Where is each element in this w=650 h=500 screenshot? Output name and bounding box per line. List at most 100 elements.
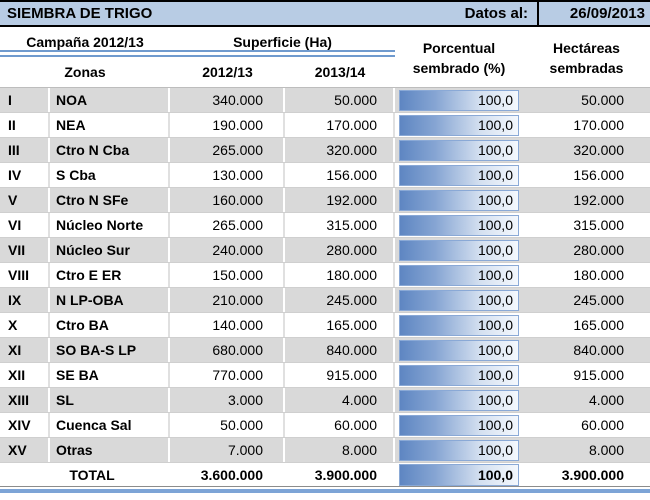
percent-data-bar: 100,0 xyxy=(399,339,519,361)
header-surface: Superficie (Ha) xyxy=(233,33,332,50)
zone-id-cell: III xyxy=(0,138,50,162)
percent-data-bar: 100,0 xyxy=(399,164,519,186)
surface-2012-13-cell: 130.000 xyxy=(170,163,285,187)
percent-data-bar: 100,0 xyxy=(399,439,519,461)
surface-2012-13-cell: 210.000 xyxy=(170,288,285,312)
header-percent-line1: Porcentual xyxy=(422,40,496,56)
percent-value: 100,0 xyxy=(477,167,513,183)
percent-data-bar: 100,0 xyxy=(399,139,519,161)
percent-data-bar: 100,0 xyxy=(399,114,519,136)
date-value: 26/09/2013 xyxy=(569,5,645,22)
table-row: IV S Cba 130.000 156.000 100,0 156.000 xyxy=(0,163,650,188)
surface-2012-13-cell: 3.000 xyxy=(170,388,285,412)
surface-2013-14-cell: 320.000 xyxy=(285,138,395,162)
percent-value: 100,0 xyxy=(477,242,513,258)
table-row: XIV Cuenca Sal 50.000 60.000 100,0 60.00… xyxy=(0,413,650,438)
zone-name-cell: SO BA-S LP xyxy=(50,338,170,362)
percent-data-bar: 100,0 xyxy=(399,89,519,111)
total-hectares: 3.900.000 xyxy=(561,467,624,483)
percent-value: 100,0 xyxy=(477,317,513,333)
hectares-cell: 50.000 xyxy=(581,92,624,108)
surface-2013-14-cell: 915.000 xyxy=(285,363,395,387)
percent-cell: 100,0 xyxy=(395,238,523,262)
table-row: XI SO BA-S LP 680.000 840.000 100,0 840.… xyxy=(0,338,650,363)
total-percent-value: 100,0 xyxy=(477,467,513,483)
hectares-cell: 180.000 xyxy=(573,267,624,283)
zone-name-cell: NEA xyxy=(50,113,170,137)
surface-2012-13-cell: 265.000 xyxy=(170,213,285,237)
zone-id-cell: I xyxy=(0,88,50,112)
zone-name-cell: N LP-OBA xyxy=(50,288,170,312)
zone-name-cell: Cuenca Sal xyxy=(50,413,170,437)
surface-2013-14-cell: 315.000 xyxy=(285,213,395,237)
zone-id-cell: V xyxy=(0,188,50,212)
header-campaign: Campaña 2012/13 xyxy=(26,33,144,50)
surface-2012-13-cell: 50.000 xyxy=(170,413,285,437)
zone-name-cell: SE BA xyxy=(50,363,170,387)
surface-2012-13-cell: 265.000 xyxy=(170,138,285,162)
surface-2012-13-cell: 190.000 xyxy=(170,113,285,137)
percent-data-bar: 100,0 xyxy=(399,239,519,261)
total-label: TOTAL xyxy=(69,467,115,483)
surface-2012-13-cell: 140.000 xyxy=(170,313,285,337)
total-surface-2013-14: 3.900.000 xyxy=(314,467,377,483)
percent-value: 100,0 xyxy=(477,117,513,133)
table-row: II NEA 190.000 170.000 100,0 170.000 xyxy=(0,113,650,138)
table-row: V Ctro N SFe 160.000 192.000 100,0 192.0… xyxy=(0,188,650,213)
zone-name-cell: Ctro E ER xyxy=(50,263,170,287)
table-body: I NOA 340.000 50.000 100,0 50.000 II NEA… xyxy=(0,87,650,463)
table-row: VI Núcleo Norte 265.000 315.000 100,0 31… xyxy=(0,213,650,238)
percent-value: 100,0 xyxy=(477,342,513,358)
surface-2012-13-cell: 680.000 xyxy=(170,338,285,362)
percent-value: 100,0 xyxy=(477,367,513,383)
zone-name-cell: Ctro BA xyxy=(50,313,170,337)
total-surface-2012-13: 3.600.000 xyxy=(200,467,263,483)
percent-data-bar: 100,0 xyxy=(399,189,519,211)
surface-2013-14-cell: 280.000 xyxy=(285,238,395,262)
percent-data-bar: 100,0 xyxy=(399,264,519,286)
title-bar: SIEMBRA DE TRIGO Datos al: 26/09/2013 xyxy=(0,0,650,27)
zone-id-cell: XII xyxy=(0,363,50,387)
table-row: I NOA 340.000 50.000 100,0 50.000 xyxy=(0,88,650,113)
percent-cell: 100,0 xyxy=(395,163,523,187)
percent-data-bar: 100,0 xyxy=(399,314,519,336)
table-row: III Ctro N Cba 265.000 320.000 100,0 320… xyxy=(0,138,650,163)
percent-value: 100,0 xyxy=(477,217,513,233)
zone-name-cell: Núcleo Sur xyxy=(50,238,170,262)
header-percent: Porcentual sembrado (%) xyxy=(395,27,523,87)
percent-data-bar: 100,0 xyxy=(399,364,519,386)
surface-2013-14-cell: 840.000 xyxy=(285,338,395,362)
hectares-cell: 915.000 xyxy=(573,367,624,383)
total-percent-data-bar: 100,0 xyxy=(399,464,519,486)
hectares-cell: 156.000 xyxy=(573,167,624,183)
surface-2012-13-cell: 150.000 xyxy=(170,263,285,287)
zone-id-cell: VIII xyxy=(0,263,50,287)
zone-name-cell: SL xyxy=(50,388,170,412)
zone-id-cell: IX xyxy=(0,288,50,312)
zone-name-cell: Ctro N SFe xyxy=(50,188,170,212)
percent-cell: 100,0 xyxy=(395,288,523,312)
percent-value: 100,0 xyxy=(477,292,513,308)
surface-2013-14-cell: 180.000 xyxy=(285,263,395,287)
table-row: VIII Ctro E ER 150.000 180.000 100,0 180… xyxy=(0,263,650,288)
percent-value: 100,0 xyxy=(477,417,513,433)
zone-id-cell: XIII xyxy=(0,388,50,412)
zone-id-cell: XI xyxy=(0,338,50,362)
percent-cell: 100,0 xyxy=(395,138,523,162)
percent-cell: 100,0 xyxy=(395,188,523,212)
double-rule xyxy=(0,50,395,57)
percent-value: 100,0 xyxy=(477,142,513,158)
zone-name-cell: NOA xyxy=(50,88,170,112)
table-header: Campaña 2012/13 Superficie (Ha) Porcentu… xyxy=(0,27,650,87)
total-row: TOTAL 3.600.000 3.900.000 100,0 3.900.00… xyxy=(0,463,650,487)
zone-id-cell: IV xyxy=(0,163,50,187)
header-season-2012-13: 2012/13 xyxy=(202,63,253,80)
percent-data-bar: 100,0 xyxy=(399,389,519,411)
surface-2013-14-cell: 170.000 xyxy=(285,113,395,137)
hectares-cell: 165.000 xyxy=(573,317,624,333)
zone-name-cell: Núcleo Norte xyxy=(50,213,170,237)
percent-data-bar: 100,0 xyxy=(399,214,519,236)
percent-cell: 100,0 xyxy=(395,438,523,462)
hectares-cell: 8.000 xyxy=(588,442,624,458)
